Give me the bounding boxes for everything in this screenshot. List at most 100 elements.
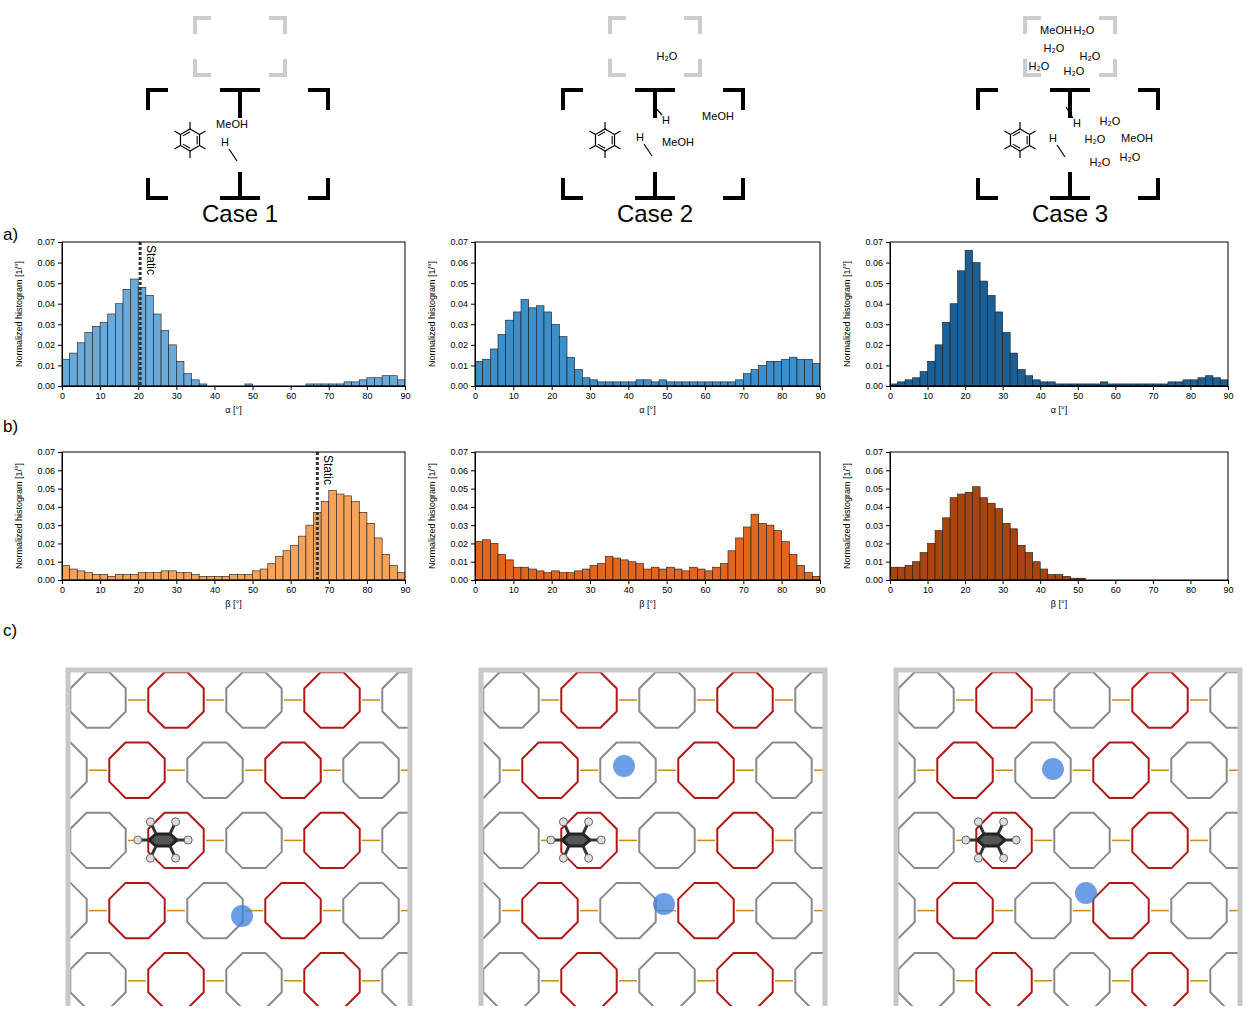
y-axis-title: Normalized histogram [1/°] [427, 463, 437, 569]
x-tick: 80 [777, 386, 787, 401]
bar [77, 571, 85, 580]
x-tick-mark [253, 386, 254, 390]
framework-bond [736, 769, 754, 771]
bar [62, 359, 70, 386]
bracket [308, 178, 328, 198]
framework-ring [896, 742, 915, 797]
bar [782, 542, 790, 580]
molecule-label: H₂O [1074, 24, 1095, 36]
cage-t [220, 90, 260, 118]
guest-atom [134, 836, 142, 844]
x-tick: 0 [888, 386, 893, 401]
plot-frame [475, 452, 820, 580]
x-tick-mark [928, 580, 929, 584]
framework-ring [678, 883, 733, 938]
framework-ring [343, 742, 398, 797]
molecule-label: H₂O [1090, 156, 1111, 168]
bar [283, 551, 291, 580]
y-tick: 0.07 [450, 447, 475, 457]
x-axis-line [476, 581, 821, 585]
methyl-bond [615, 131, 621, 135]
x-tick-label: 50 [1073, 585, 1083, 595]
y-tick: 0.02 [450, 340, 475, 350]
case-schematic: MeOHHCase 1 [148, 18, 328, 227]
x-tick-mark [214, 386, 215, 390]
framework-ring [756, 742, 811, 797]
x-tick: 0 [888, 580, 893, 595]
y-tick-mark [471, 365, 475, 366]
methyl-bond [1019, 122, 1020, 129]
x-tick: 30 [172, 386, 182, 401]
framework-ring [68, 883, 87, 938]
y-axis: 0.000.010.020.030.040.050.060.07 [37, 237, 62, 391]
x-tick-label: 30 [585, 391, 595, 401]
x-axis-title: α [°] [1051, 405, 1067, 415]
bar [184, 573, 192, 580]
x-tick-label: 60 [1111, 391, 1121, 401]
bar [743, 527, 751, 580]
x-tick-mark [329, 386, 330, 390]
y-tick-label: 0.05 [865, 279, 883, 289]
y-tick: 0.03 [450, 521, 475, 531]
framework-bond [697, 980, 715, 982]
x-tick-label: 70 [739, 585, 749, 595]
framework-ring [1210, 672, 1240, 727]
x-tick-label: 30 [998, 391, 1008, 401]
bar [214, 576, 222, 580]
y-tick-mark [886, 543, 890, 544]
x-tick-label: 20 [547, 585, 557, 595]
x-tick-mark [743, 386, 744, 390]
x-tick-label: 70 [739, 391, 749, 401]
x-tick: 40 [1036, 580, 1046, 595]
framework-ring [226, 953, 281, 1006]
framework-ring [756, 883, 811, 938]
x-tick-mark [782, 580, 783, 584]
framework-bond [284, 699, 302, 701]
bar [621, 382, 629, 386]
y-tick-mark [58, 365, 62, 366]
y-tick-label: 0.06 [865, 466, 883, 476]
framework-ring [522, 742, 577, 797]
x-tick-mark [667, 580, 668, 584]
framework-ring [600, 883, 655, 938]
methyl-bond [1030, 146, 1036, 150]
y-axis-line [886, 243, 891, 387]
framework-ring [148, 672, 203, 727]
y-tick-label: 0.06 [450, 258, 468, 268]
bar [590, 380, 598, 386]
bar [483, 540, 491, 580]
plot-frame [62, 242, 405, 386]
y-tick-label: 0.01 [37, 557, 55, 567]
guest-atom [547, 836, 555, 844]
bar [905, 380, 913, 386]
y-axis: 0.000.010.020.030.040.050.060.07 [37, 447, 62, 585]
y-tick: 0.05 [450, 279, 475, 289]
bar [169, 571, 177, 580]
x-tick-label: 90 [400, 585, 410, 595]
panel-label: b) [3, 417, 18, 436]
y-tick-label: 0.03 [450, 320, 468, 330]
bar [1033, 380, 1041, 386]
bar [682, 571, 690, 580]
bar [1198, 378, 1206, 386]
x-tick: 50 [662, 386, 672, 401]
bar [352, 501, 360, 580]
bar [575, 370, 583, 386]
bar [306, 525, 314, 580]
bar [321, 501, 329, 580]
x-tick-label: 40 [210, 585, 220, 595]
histogram-panel: 01020304050607080900.000.010.020.030.040… [842, 237, 1234, 415]
bar [115, 575, 123, 580]
y-tick: 0.07 [865, 447, 890, 457]
y-tick-mark [471, 324, 475, 325]
x-tick: 40 [210, 580, 220, 595]
y-tick-mark [886, 525, 890, 526]
bar [598, 382, 606, 386]
y-tick: 0.04 [37, 299, 62, 309]
static-line [316, 452, 319, 580]
guest-atom [597, 836, 605, 844]
x-tick-label: 0 [888, 585, 893, 595]
bar [275, 556, 283, 580]
x-tick-mark [291, 386, 292, 390]
x-tick-label: 80 [777, 585, 787, 595]
